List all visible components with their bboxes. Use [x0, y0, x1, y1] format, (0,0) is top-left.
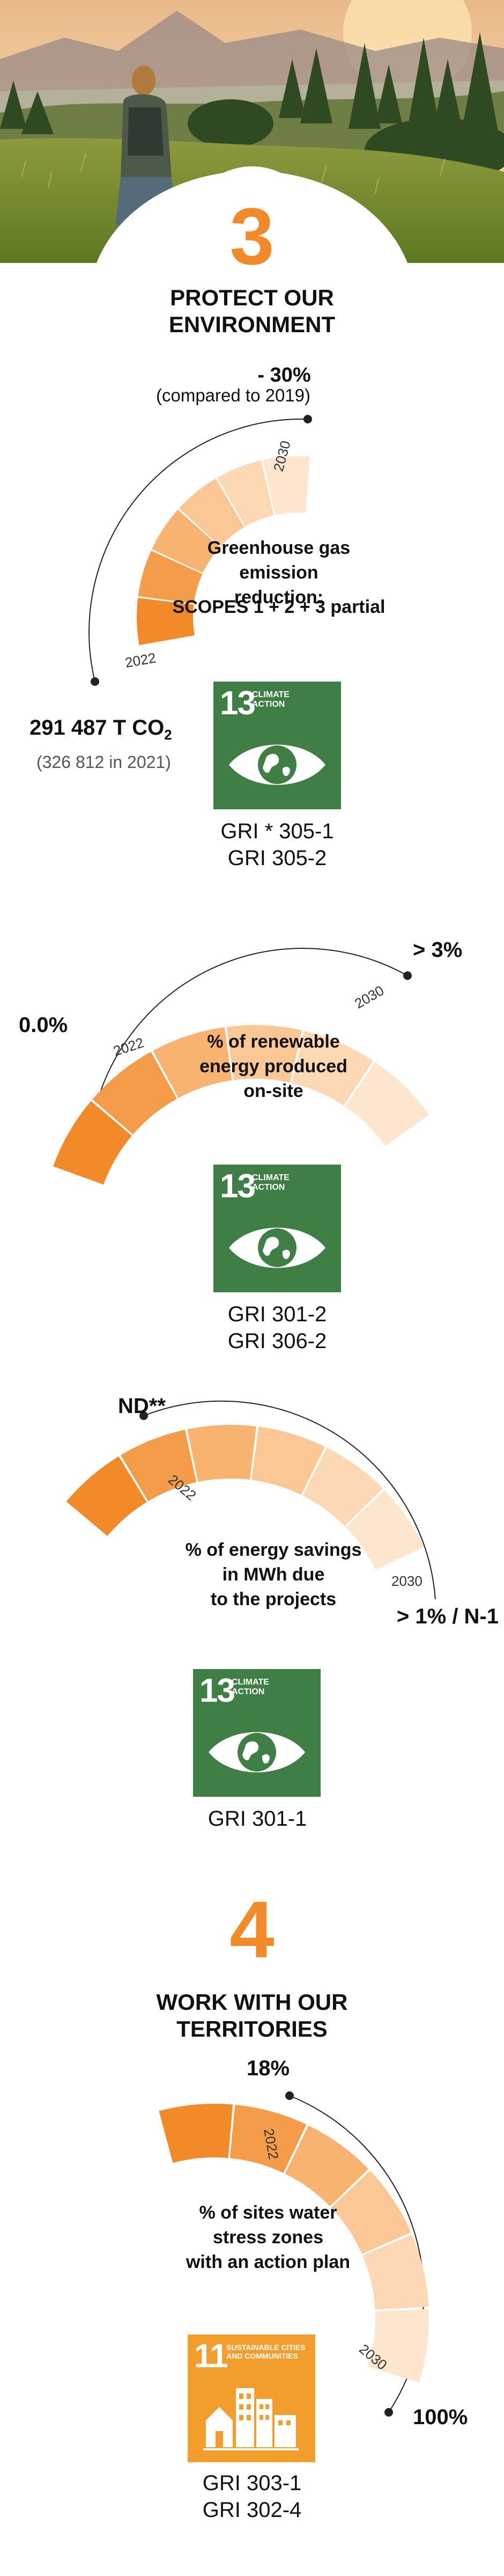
kpi1-arc-segment: [179, 478, 244, 547]
kpi1-arc-segment: [138, 551, 203, 604]
section-number-3: 3: [229, 191, 275, 281]
kpi1-scopes: SCOPES 1 + 2 + 3 partial: [172, 597, 386, 617]
kpi3-description: % of energy savings in MWh due to the pr…: [185, 1540, 362, 1609]
kpi3-target-value: > 1% / N-1: [396, 1605, 499, 1628]
kpi1-value-main: 291 487 T CO: [29, 716, 165, 740]
kpi1-gri-codes: GRI * 305-1 GRI 305-2: [220, 819, 334, 870]
kpi2-description: % of renewable energy produced on-site: [199, 1031, 347, 1101]
kpi4-gri-codes: GRI 303-1 GRI 302-4: [202, 2471, 302, 2522]
kpi2-arc-segment: [53, 1101, 132, 1185]
kpi4-arc-segment: [331, 2170, 411, 2254]
kpi1-value-note: (326 812 in 2021): [36, 752, 171, 772]
kpi3-start-value: ND**: [118, 1394, 166, 1418]
kpi2-arc-segment: [92, 1051, 177, 1135]
eye-globe-icon: [209, 1732, 305, 1773]
kpi3-arc-segment: [187, 1425, 257, 1482]
kpi3-arc-segment: [302, 1447, 383, 1526]
kpi2-gri-codes: GRI 301-2 GRI 306-2: [227, 1302, 327, 1353]
kpi1-current-value: 291 487 T CO2: [29, 716, 206, 743]
kpi4-arc-segment: [285, 2125, 369, 2207]
kpi2-target-value: > 3%: [413, 938, 463, 962]
kpi2-arc-segment: [345, 1062, 429, 1146]
sdg-13-badge: 13 CLIMATE ACTION: [213, 1165, 341, 1292]
kpi2-arc-segment: [226, 1025, 302, 1083]
kpi3-arc-segment: [251, 1426, 325, 1495]
section-title-protect-environment: PROTECT OUR ENVIRONMENT: [168, 285, 336, 337]
kpi1-target-value: - 30%: [257, 364, 311, 386]
hiker-figure: [115, 65, 177, 225]
section-title-work-territories: WORK WITH OUR TERRITORIES: [156, 1989, 348, 2041]
kpi1-description: Greenhouse gas emission reduction:: [207, 538, 351, 608]
sdg-number: 13: [220, 685, 256, 722]
kpi2-arc-segment: [292, 1030, 374, 1106]
kpi2-start-value: 0.0%: [19, 1013, 68, 1037]
kpi3-arc-segment: [120, 1430, 197, 1502]
kpi4-arc-segment: [362, 2234, 429, 2310]
sdg-label: CLIMATE ACTION: [252, 1173, 290, 1192]
hero-landscape-illustration: [0, 0, 504, 263]
sdg-number: 13: [199, 1672, 235, 1709]
kpi4-arc-segment: [368, 2309, 429, 2383]
kpi2-arc-segment: [153, 1027, 232, 1098]
eye-globe-icon: [229, 1227, 325, 1268]
kpi4-arc-segment: [159, 2104, 233, 2163]
kpi1-arc-segment: [263, 456, 310, 515]
sdg-number: 13: [220, 1168, 256, 1205]
kpi3-gri-codes: GRI 301-1: [207, 1807, 307, 1831]
kpi1-arc-segment: [152, 509, 220, 573]
sdg-13-badge: 13 CLIMATE ACTION: [213, 682, 341, 809]
kpi3-arc-segment: [66, 1456, 147, 1536]
sdg-label: CLIMATE ACTION: [232, 1678, 269, 1696]
sdg-number: 11: [194, 2338, 228, 2375]
kpi4-arc-segment: [229, 2104, 307, 2173]
kpi4-start-value: 18%: [247, 2057, 290, 2080]
kpi1-target-note: (compared to 2019): [156, 385, 310, 405]
sdg-13-badge: 13 CLIMATE ACTION: [193, 1669, 321, 1797]
sdg-label: CLIMATE ACTION: [252, 690, 290, 709]
kpi1-arc-segment: [137, 597, 195, 646]
sdg-label: SUSTAINABLE CITIES AND COMMUNITIES: [226, 2343, 306, 2360]
section-number-4: 4: [229, 1884, 275, 1974]
hero-image: [0, 0, 504, 263]
city-buildings-icon: [203, 2388, 299, 2450]
kpi4-target-value: 100%: [413, 2405, 468, 2429]
eye-globe-icon: [229, 744, 325, 785]
sdg-11-badge: 11 SUSTAINABLE CITIES AND COMMUNITIES: [188, 2334, 315, 2462]
kpi4-description: % of sites water stress zones with an ac…: [186, 2202, 351, 2272]
kpi1-value-sub: 2: [164, 727, 172, 743]
kpi3-year-end: 2030: [391, 1573, 423, 1589]
kpi1-arc-segment: [217, 460, 274, 527]
kpi3-arc-segment: [346, 1490, 424, 1570]
